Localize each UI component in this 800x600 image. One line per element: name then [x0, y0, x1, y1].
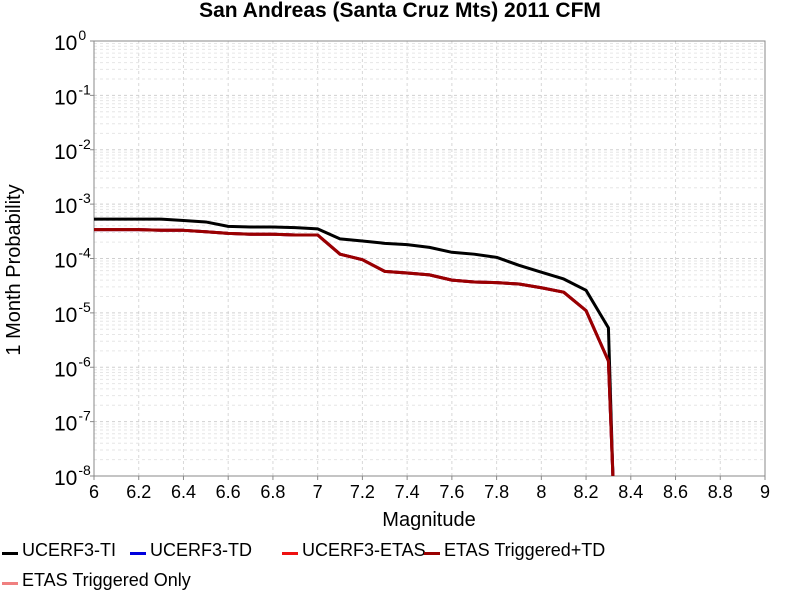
- y-tick-label: 10-8: [54, 462, 91, 490]
- x-tick-label: 8.6: [663, 482, 688, 502]
- y-tick-base: 10: [54, 413, 77, 436]
- y-tick-exponent: -6: [78, 353, 91, 369]
- legend-label: ETAS Triggered Only: [22, 569, 191, 590]
- y-tick-label: 10-5: [54, 299, 91, 327]
- x-tick-label: 7.8: [484, 482, 509, 502]
- y-tick-exponent: 0: [78, 27, 86, 43]
- y-tick-base: 10: [54, 32, 77, 55]
- legend-swatch: [130, 551, 146, 555]
- x-tick-label: 7.2: [350, 482, 375, 502]
- x-tick-label: 7.4: [395, 482, 420, 502]
- y-tick-exponent: -7: [78, 408, 91, 424]
- y-tick-base: 10: [54, 467, 77, 490]
- chart-title: San Andreas (Santa Cruz Mts) 2011 CFM: [199, 0, 601, 22]
- x-tick-label: 6.4: [171, 482, 196, 502]
- y-tick-base: 10: [54, 304, 77, 327]
- y-tick-base: 10: [54, 195, 77, 218]
- x-axis-ticks: 6 6.2 6.4 6.6 6.8 7 7.2 7.4 7.6 7.8 8 8.2 8.4 8.6 8.8 9: [89, 476, 770, 502]
- y-tick-label: 10-7: [54, 408, 91, 436]
- x-tick-label: 8.2: [574, 482, 599, 502]
- y-tick-base: 10: [54, 141, 77, 164]
- legend-item: ETAS Triggered Only: [2, 568, 191, 592]
- y-tick-label: 100: [54, 27, 86, 55]
- y-tick-exponent: -2: [78, 136, 91, 152]
- legend-swatch: [2, 581, 18, 585]
- x-tick-label: 9: [760, 482, 770, 502]
- x-axis-label: Magnitude: [382, 509, 475, 531]
- x-tick-label: 8.8: [708, 482, 733, 502]
- y-tick-base: 10: [54, 358, 77, 381]
- legend-label: UCERF3-TI: [22, 539, 116, 560]
- y-tick-label: 10-2: [54, 136, 91, 164]
- x-tick-label: 6.8: [260, 482, 285, 502]
- legend-swatch: [282, 551, 298, 555]
- grid: [93, 40, 766, 477]
- y-tick-exponent: -1: [78, 81, 91, 97]
- x-tick-label: 6.2: [126, 482, 151, 502]
- y-axis-label: 1 Month Probability: [3, 184, 25, 355]
- legend-item: UCERF3-TI: [2, 538, 116, 562]
- y-tick-base: 10: [54, 86, 77, 109]
- y-tick-label: 10-6: [54, 353, 91, 381]
- y-tick-exponent: -3: [78, 190, 91, 206]
- y-tick-base: 10: [54, 250, 77, 273]
- x-tick-label: 6: [89, 482, 99, 502]
- series-line-3: [94, 228, 615, 477]
- x-tick-label: 8: [536, 482, 546, 502]
- legend-item: ETAS Triggered+TD: [424, 538, 605, 562]
- legend-swatch: [2, 551, 18, 555]
- x-tick-label: 8.4: [618, 482, 643, 502]
- y-tick-exponent: -4: [78, 245, 91, 261]
- x-tick-label: 7.6: [439, 482, 464, 502]
- series-layer: [94, 217, 615, 477]
- legend-swatch: [424, 551, 440, 555]
- series-line-0: [94, 217, 615, 477]
- legend-label: ETAS Triggered+TD: [444, 539, 606, 560]
- legend-item: UCERF3-ETAS: [282, 538, 426, 562]
- legend-item: UCERF3-TD: [130, 538, 252, 562]
- y-tick-exponent: -8: [78, 462, 91, 478]
- legend-label: UCERF3-ETAS: [302, 539, 426, 560]
- x-tick-label: 6.6: [216, 482, 241, 502]
- legend-label: UCERF3-TD: [150, 539, 252, 560]
- y-tick-label: 10-3: [54, 190, 91, 218]
- x-tick-label: 7: [313, 482, 323, 502]
- y-tick-label: 10-4: [54, 245, 91, 273]
- y-tick-label: 10-1: [54, 81, 91, 109]
- y-tick-exponent: -5: [78, 299, 91, 315]
